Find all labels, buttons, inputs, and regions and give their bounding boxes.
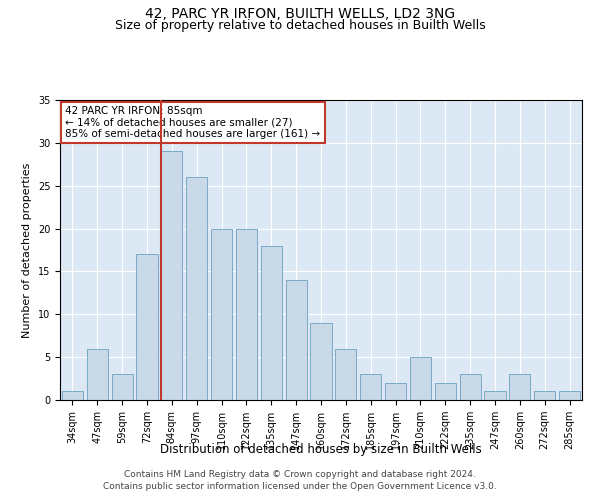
Text: Size of property relative to detached houses in Builth Wells: Size of property relative to detached ho… <box>115 19 485 32</box>
Bar <box>385 383 406 400</box>
Bar <box>286 280 307 400</box>
Bar <box>534 392 555 400</box>
Bar <box>186 177 207 400</box>
Bar <box>261 246 282 400</box>
Bar <box>360 374 381 400</box>
Bar <box>236 228 257 400</box>
Text: Contains HM Land Registry data © Crown copyright and database right 2024.: Contains HM Land Registry data © Crown c… <box>124 470 476 479</box>
Bar <box>62 392 83 400</box>
Bar <box>509 374 530 400</box>
Bar <box>410 357 431 400</box>
Bar <box>136 254 158 400</box>
Bar <box>559 392 580 400</box>
Text: Contains public sector information licensed under the Open Government Licence v3: Contains public sector information licen… <box>103 482 497 491</box>
Bar <box>211 228 232 400</box>
Text: 42, PARC YR IRFON, BUILTH WELLS, LD2 3NG: 42, PARC YR IRFON, BUILTH WELLS, LD2 3NG <box>145 8 455 22</box>
Bar <box>484 392 506 400</box>
Bar <box>435 383 456 400</box>
Y-axis label: Number of detached properties: Number of detached properties <box>22 162 32 338</box>
Bar <box>161 152 182 400</box>
Bar <box>460 374 481 400</box>
Bar <box>87 348 108 400</box>
Bar <box>310 323 332 400</box>
Bar <box>335 348 356 400</box>
Text: Distribution of detached houses by size in Builth Wells: Distribution of detached houses by size … <box>160 442 482 456</box>
Bar <box>112 374 133 400</box>
Text: 42 PARC YR IRFON: 85sqm
← 14% of detached houses are smaller (27)
85% of semi-de: 42 PARC YR IRFON: 85sqm ← 14% of detache… <box>65 106 320 139</box>
